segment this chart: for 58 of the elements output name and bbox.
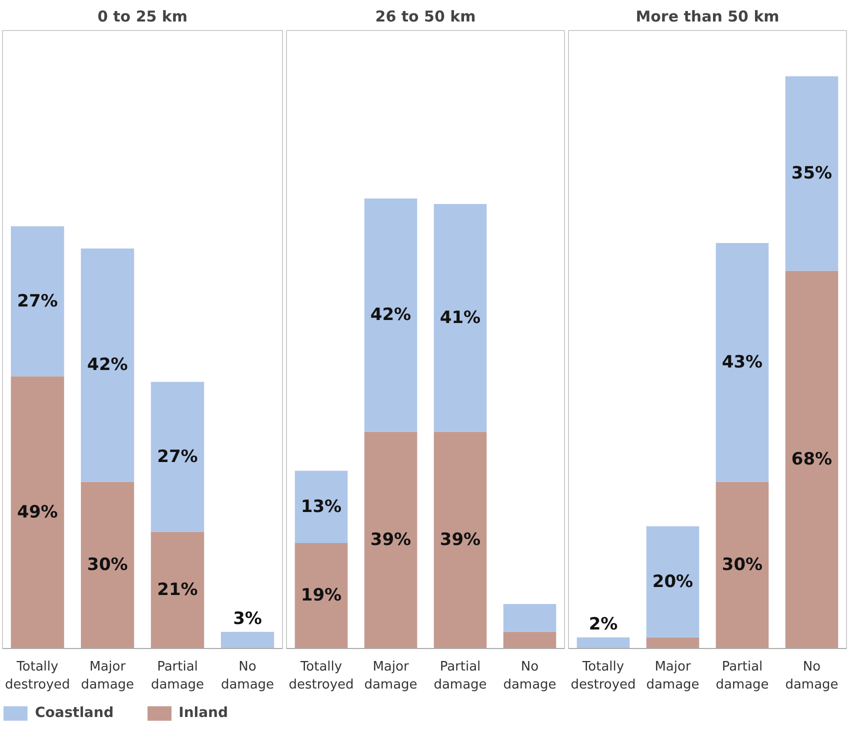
data-label: 43% [722,352,763,372]
bar [150,382,204,532]
data-label: 27% [17,291,58,312]
data-label: 3% [233,608,262,629]
bar [434,432,487,648]
x-tick-label: Major damage [364,660,418,692]
bar [576,637,630,648]
bar [785,76,838,271]
bar [10,226,64,376]
bar [503,604,556,632]
data-label: 42% [370,305,412,326]
bar [294,470,348,543]
data-label: 41% [440,308,481,328]
x-tick-label: Partial damage [434,660,487,692]
legend-label: Inland [178,705,228,721]
x-tick-label: Partial damage [716,660,769,692]
data-label: 42% [87,355,128,376]
x-tick-label: Totally destroyed [288,660,354,692]
data-label: 19% [300,586,342,606]
bar [364,198,418,432]
data-label: 30% [87,555,128,576]
x-tick-label: Totally destroyed [4,660,70,692]
data-label: 2% [588,614,618,635]
bar [503,632,556,648]
bar [10,376,64,648]
data-label: 35% [791,164,832,184]
bar [80,248,134,482]
bar [716,242,769,482]
bar [364,432,418,648]
x-tick-label: Major damage [80,660,134,692]
data-label: 68% [791,450,832,470]
chart-title: More than 50 km [636,8,780,26]
bar [80,482,134,648]
bar [716,482,769,648]
bar [220,632,274,648]
x-tick-label: No damage [220,660,274,692]
bar [294,542,348,648]
x-tick-label: No damage [503,660,556,692]
data-label: 39% [440,530,481,550]
bar [646,526,700,638]
data-label: 49% [17,502,58,522]
chart-title: 26 to 50 km [375,8,476,26]
x-tick-label: No damage [785,660,838,692]
chart-title: 0 to 25 km [97,8,188,26]
data-label: 39% [370,530,412,550]
legend-label: Coastland [35,705,114,721]
bar [785,270,838,648]
x-tick-label: Partial damage [150,660,204,692]
data-label: 30% [722,555,763,576]
bar [150,532,204,648]
data-label: 20% [652,572,694,592]
bar [434,204,487,432]
x-tick-label: Major damage [646,660,700,692]
data-label: 27% [157,446,198,467]
x-tick-label: Totally destroyed [570,660,636,692]
data-label: 13% [300,496,342,517]
bar [646,637,700,648]
data-label: 21% [157,580,198,600]
